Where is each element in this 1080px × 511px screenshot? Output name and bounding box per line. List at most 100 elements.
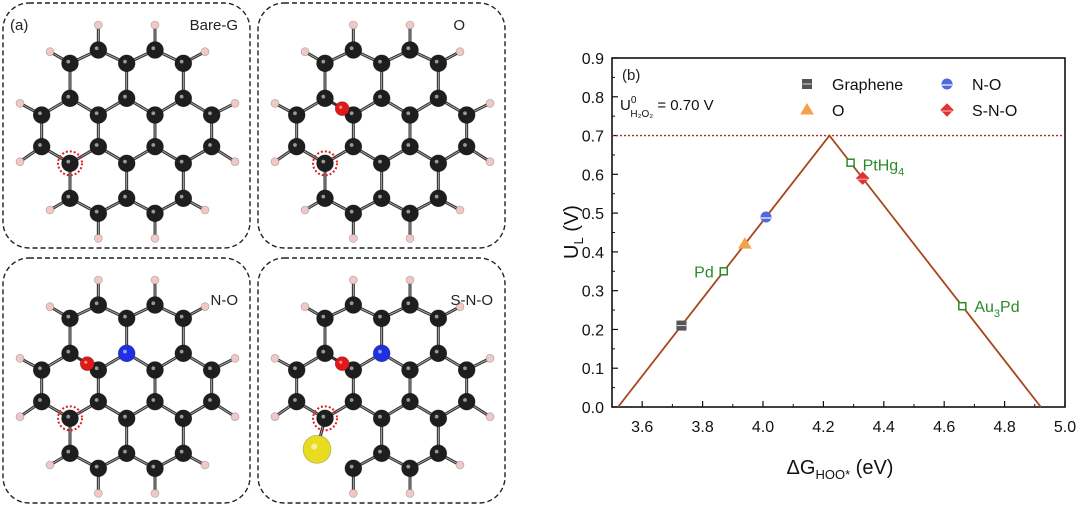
atom-C: [429, 154, 448, 173]
y-axis-label-part: (V): [561, 205, 583, 237]
atom-shine: [94, 301, 99, 306]
panel-b-volcano-plot: (b) 0.0 0.1 0.2 0.3 0.4 0.5 0.6 0.7 0.8 0.9 3.6 3.8…: [561, 51, 1076, 482]
legend-label: Graphene: [832, 77, 903, 94]
atom-shine: [321, 94, 326, 99]
atom-C: [146, 204, 164, 223]
atom-shine: [434, 59, 439, 64]
atom-C: [61, 344, 79, 363]
atom-C: [344, 296, 363, 314]
atom-H: [15, 412, 25, 421]
atom-shine: [94, 209, 99, 214]
y-tick-label: 0.5: [582, 206, 604, 223]
y-tick-label: 0.8: [582, 90, 604, 107]
atom-H: [405, 489, 415, 498]
circle-marker: [941, 78, 953, 90]
atom-H: [485, 412, 495, 421]
atom-shine: [406, 398, 411, 402]
atom-C: [32, 361, 51, 379]
atom-shine: [378, 94, 382, 99]
x-tick-label: 4.2: [812, 419, 834, 436]
structure-s-n-o: S-N-O: [257, 257, 506, 504]
panel-frame: [257, 257, 506, 504]
atom-H: [349, 275, 358, 285]
atom-shine: [94, 143, 99, 147]
atom-shine: [434, 94, 439, 99]
atom-shine: [123, 349, 127, 354]
atom-C: [401, 204, 419, 223]
y-tick-label: 0.3: [582, 284, 604, 301]
y-tick-label: 0.6: [582, 167, 604, 184]
x-tick-label: 3.8: [691, 419, 713, 436]
equilibrium-potential-label: U0 H₂O₂ = 0.70 V: [620, 95, 714, 120]
reference-sub: 3: [994, 308, 1000, 320]
atom-shine: [349, 46, 354, 51]
reference-rest: Pd: [1000, 299, 1020, 316]
atom-shine: [311, 443, 318, 450]
atom-shine: [38, 366, 42, 371]
atom-shine: [179, 449, 184, 454]
reference-label-au3: Au3Pd: [974, 299, 1019, 320]
atom-C: [372, 189, 391, 208]
x-tick-label: 3.6: [631, 419, 653, 436]
legend-label: O: [832, 103, 844, 120]
atom-shine: [179, 414, 184, 419]
atom-C: [174, 309, 193, 328]
atom-C: [316, 154, 334, 173]
atom-C: [174, 154, 193, 173]
atoms: [270, 275, 495, 498]
atom-C: [429, 189, 448, 208]
atom-C: [61, 54, 79, 73]
reference-name: Pd: [694, 264, 714, 281]
atoms: [15, 20, 240, 243]
atom-shine: [66, 449, 71, 454]
atom-H: [455, 302, 465, 311]
atom-C: [174, 89, 193, 108]
atom-shine: [406, 209, 411, 214]
equilibrium-label-part: = 0.70 V: [653, 97, 713, 114]
atom-shine: [179, 314, 184, 319]
atom-shine: [321, 194, 326, 199]
structure-label: O: [453, 17, 465, 34]
atom-N: [372, 344, 391, 363]
data-point-graphene: [676, 320, 687, 331]
y-tick-label: 0.1: [582, 361, 604, 378]
circle-marker: [760, 211, 772, 223]
atom-shine: [66, 314, 71, 319]
y-axis-label: UL (V): [561, 205, 586, 259]
atom-C: [372, 409, 391, 428]
atom-C: [372, 89, 391, 108]
atom-shine: [349, 301, 354, 306]
atom-shine: [321, 414, 326, 419]
atom-C: [117, 154, 136, 173]
equilibrium-label-part: 0: [631, 95, 637, 106]
atom-shine: [378, 194, 382, 199]
atom-C: [89, 106, 108, 124]
atom-H: [150, 20, 160, 30]
atom-H: [230, 412, 240, 421]
x-axis-label-part: HOO*: [815, 467, 850, 482]
atom-shine: [463, 398, 467, 402]
reference-label-pthg4: PtHg4: [863, 158, 905, 179]
atoms: [15, 275, 240, 498]
atom-C: [89, 392, 108, 411]
atom-C: [429, 344, 448, 363]
atom-C: [117, 189, 136, 208]
atom-H: [270, 99, 280, 108]
structure-bare-g: Bare-G: [2, 2, 251, 249]
atom-C: [146, 41, 164, 59]
volcano-line: [617, 134, 1042, 408]
atom-H: [94, 234, 103, 243]
atom-C: [117, 89, 136, 108]
atom-shine: [349, 398, 354, 402]
structure-label: Bare-G: [190, 17, 238, 34]
atom-C: [146, 137, 164, 156]
atom-shine: [123, 449, 127, 454]
atom-shine: [321, 59, 326, 64]
atom-C: [287, 137, 306, 156]
atom-C: [429, 409, 448, 428]
atom-H: [45, 460, 55, 470]
atom-C: [401, 41, 419, 59]
atom-C: [89, 137, 108, 156]
atom-H: [300, 302, 310, 311]
atom-H: [150, 234, 160, 243]
